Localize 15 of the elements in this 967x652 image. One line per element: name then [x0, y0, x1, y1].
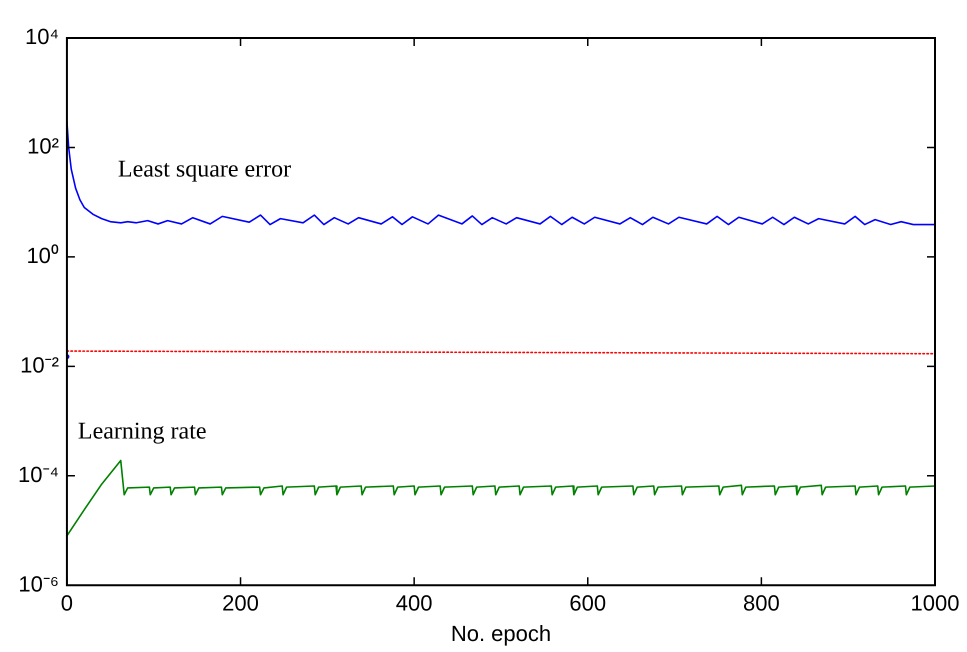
x-axis-title: No. epoch — [450, 620, 552, 646]
annotation: Learning rate — [78, 418, 207, 444]
y-tick-label: 10⁻⁴ — [18, 462, 59, 487]
x-tick-label: 800 — [743, 590, 780, 616]
x-tick-label: 400 — [396, 590, 433, 616]
y-tick-label: 10² — [27, 134, 59, 159]
x-tick-label: 600 — [569, 590, 606, 616]
x-tick-label: 0 — [60, 590, 74, 616]
y-tick-label: 10⁻² — [20, 352, 59, 378]
y-tick-label: 10⁰ — [26, 242, 59, 268]
y-tick-label: 10⁴ — [24, 24, 59, 50]
annotation: Least square error — [118, 156, 292, 182]
x-tick-label: 200 — [222, 590, 259, 616]
y-tick-label: 10⁻⁶ — [18, 571, 59, 596]
x-tick-label: 1000 — [910, 590, 960, 616]
